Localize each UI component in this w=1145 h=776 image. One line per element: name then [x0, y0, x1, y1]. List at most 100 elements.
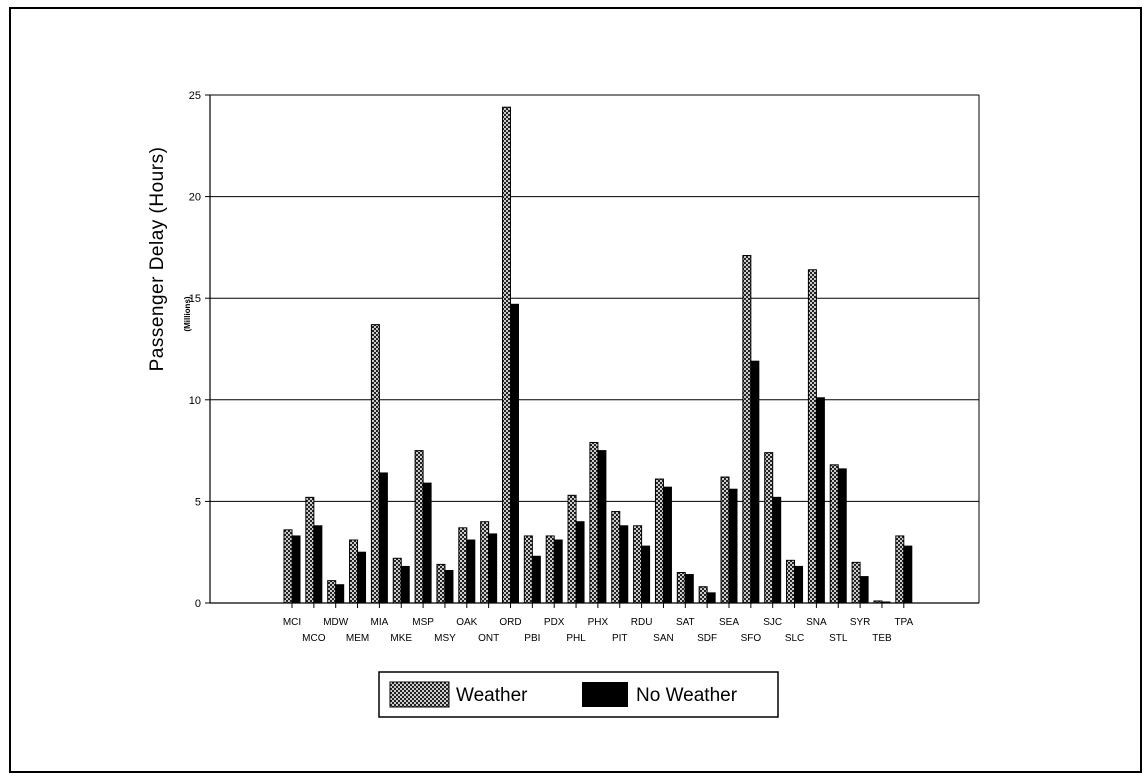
bar-no-weather-rdu: [641, 545, 651, 604]
y-axis-unit: (Millions): [183, 296, 192, 331]
x-tick-label-sea: SEA: [719, 617, 739, 628]
x-tick-label-sfo: SFO: [741, 633, 762, 644]
bar-weather-mke: [392, 557, 402, 604]
legend-swatch-no-weather: [582, 682, 628, 707]
x-tick-label-mem: MEM: [346, 633, 369, 644]
bar-weather-pdx: [545, 535, 555, 604]
bar-weather-sat: [676, 572, 686, 604]
legend-label-weather: Weather: [456, 685, 528, 706]
x-tick-label-slc: SLC: [785, 633, 804, 644]
bar-weather-mia: [370, 324, 380, 604]
grid-lines: [210, 94, 979, 502]
bar-no-weather-msp: [422, 482, 432, 604]
bar-no-weather-mco: [313, 525, 323, 604]
x-tick-label-mia: MIA: [371, 617, 389, 628]
bar-no-weather-phx: [597, 450, 607, 604]
bar-weather-msp: [414, 450, 424, 604]
x-tick-label-phl: PHL: [566, 633, 586, 644]
y-axis-label: Passenger Delay (Hours): [147, 147, 168, 372]
bar-weather-oak: [458, 527, 468, 604]
x-tick-label-sna: SNA: [806, 617, 827, 628]
bar-no-weather-san: [662, 486, 672, 604]
legend: Weather No Weather: [378, 671, 779, 718]
bars: [283, 106, 913, 604]
chart-frame: 0 5 10 15 20 25 MCI MCO MDW MEM MIA MKE MSP MSY OAK ONT…: [9, 7, 1142, 773]
bar-no-weather-sea: [728, 488, 738, 604]
bar-weather-sdf: [698, 586, 708, 604]
bar-no-weather-sfo: [750, 360, 760, 604]
bar-no-weather-msy: [444, 569, 454, 604]
y-tick-label: 20: [189, 192, 201, 204]
x-tick-label-mdw: MDW: [323, 617, 349, 628]
x-tick-label-rdu: RDU: [631, 617, 653, 628]
bar-weather-mco: [305, 496, 315, 604]
axis-labels: Passenger Delay (Hours) (Millions): [147, 147, 192, 372]
bar-no-weather-slc: [794, 565, 804, 604]
bar-weather-pit: [611, 511, 621, 604]
bar-no-weather-sdf: [706, 592, 716, 604]
bar-weather-pbi: [523, 535, 533, 604]
x-tick-label-teb: TEB: [872, 633, 892, 644]
y-tick-label: 5: [195, 496, 201, 508]
x-tick-label-stl: STL: [829, 633, 848, 644]
bar-no-weather-mia: [378, 472, 388, 604]
bar-no-weather-pdx: [553, 539, 563, 604]
bar-no-weather-pbi: [531, 555, 541, 604]
legend-swatch-weather: [389, 681, 450, 708]
bar-no-weather-mdw: [335, 584, 345, 604]
x-tick-label-san: SAN: [653, 633, 674, 644]
bar-weather-mdw: [327, 580, 337, 604]
bar-weather-ont: [480, 521, 490, 604]
x-tick-label-mke: MKE: [390, 633, 412, 644]
x-tick-label-ont: ONT: [478, 633, 499, 644]
bar-weather-sjc: [764, 452, 774, 604]
bar-no-weather-stl: [837, 468, 847, 604]
x-tick-label-pdx: PDX: [544, 617, 565, 628]
bar-weather-msy: [436, 563, 446, 604]
x-tick-label-pit: PIT: [612, 633, 628, 644]
x-tick-label-mco: MCO: [302, 633, 326, 644]
bar-no-weather-sna: [815, 397, 825, 604]
bar-weather-tpa: [895, 535, 905, 604]
bar-weather-mem: [349, 539, 359, 604]
bar-weather-sfo: [742, 255, 752, 604]
y-tick-label: 10: [189, 395, 201, 407]
y-tick-label: 0: [195, 598, 201, 610]
bar-weather-ord: [502, 106, 511, 604]
x-tick-label-sdf: SDF: [697, 633, 717, 644]
x-tick-label-phx: PHX: [588, 617, 609, 628]
bar-no-weather-ont: [488, 533, 498, 604]
bar-no-weather-oak: [466, 539, 476, 604]
bar-weather-stl: [829, 464, 839, 604]
bar-weather-rdu: [633, 525, 643, 604]
bar-no-weather-mem: [357, 551, 367, 604]
x-tick-label-pbi: PBI: [524, 633, 540, 644]
x-tick-label-msy: MSY: [434, 633, 456, 644]
bar-no-weather-syr: [859, 576, 869, 604]
bar-no-weather-phl: [575, 521, 585, 604]
bar-weather-slc: [786, 559, 796, 604]
x-tick-label-mci: MCI: [283, 617, 301, 628]
y-tick-label: 15: [189, 293, 201, 305]
x-tick-label-msp: MSP: [412, 617, 434, 628]
bar-no-weather-mke: [400, 565, 410, 604]
bar-weather-san: [654, 478, 664, 604]
x-tick-label-oak: OAK: [456, 617, 477, 628]
bar-no-weather-pit: [619, 525, 629, 604]
legend-label-no-weather: No Weather: [636, 685, 738, 706]
bar-weather-phx: [589, 441, 599, 604]
x-tick-label-sat: SAT: [676, 617, 695, 628]
bar-weather-syr: [851, 561, 861, 604]
bar-weather-sna: [807, 269, 817, 604]
x-tick-label-sjc: SJC: [763, 617, 782, 628]
bar-no-weather-sjc: [772, 496, 782, 604]
x-tick-label-tpa: TPA: [894, 617, 913, 628]
bar-no-weather-sat: [684, 574, 694, 604]
bar-weather-phl: [567, 494, 577, 604]
bar-weather-mci: [283, 529, 293, 604]
bar-no-weather-tpa: [903, 545, 913, 604]
bar-no-weather-ord: [510, 303, 519, 604]
bar-no-weather-mci: [291, 535, 301, 604]
